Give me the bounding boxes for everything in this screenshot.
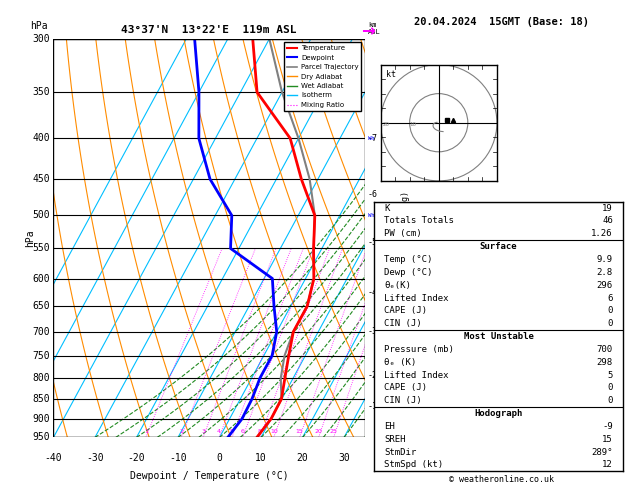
Text: 300: 300 (33, 34, 50, 44)
Text: 9.9: 9.9 (597, 255, 613, 264)
Text: -6: -6 (368, 190, 378, 199)
Text: 6: 6 (241, 430, 245, 434)
Text: 46: 46 (602, 216, 613, 226)
Text: -3: -3 (368, 327, 378, 336)
Text: 700: 700 (597, 345, 613, 354)
Text: StmSpd (kt): StmSpd (kt) (384, 461, 443, 469)
Text: 850: 850 (33, 394, 50, 404)
Text: Wh: Wh (368, 213, 374, 218)
Text: 2.8: 2.8 (597, 268, 613, 277)
Text: 350: 350 (33, 87, 50, 97)
Text: 800: 800 (33, 373, 50, 383)
Text: 3: 3 (201, 430, 205, 434)
Text: Temp (°C): Temp (°C) (384, 255, 433, 264)
Text: →: → (361, 22, 375, 41)
Text: 4: 4 (217, 430, 221, 434)
Text: 500: 500 (33, 210, 50, 221)
Text: 650: 650 (33, 301, 50, 311)
Text: Hodograph: Hodograph (474, 409, 523, 418)
Text: 25: 25 (330, 430, 338, 434)
Text: 6: 6 (608, 294, 613, 302)
Text: Lifted Index: Lifted Index (384, 371, 448, 380)
Text: CIN (J): CIN (J) (384, 319, 422, 328)
Text: Surface: Surface (480, 242, 517, 251)
Text: Dewpoint / Temperature (°C): Dewpoint / Temperature (°C) (130, 471, 289, 481)
Text: kt: kt (386, 70, 396, 79)
Text: 10: 10 (255, 453, 267, 463)
Text: -20: -20 (128, 453, 145, 463)
Text: K: K (384, 204, 389, 212)
Text: CAPE (J): CAPE (J) (384, 306, 427, 315)
Text: -1LCL: -1LCL (368, 402, 393, 412)
Text: -5: -5 (368, 238, 378, 246)
Text: 296: 296 (597, 281, 613, 290)
Text: 1.26: 1.26 (591, 229, 613, 238)
Text: 19: 19 (602, 204, 613, 212)
Text: 12: 12 (602, 461, 613, 469)
Text: 5: 5 (230, 430, 234, 434)
Text: CAPE (J): CAPE (J) (384, 383, 427, 392)
Text: 550: 550 (33, 243, 50, 253)
Text: Dewp (°C): Dewp (°C) (384, 268, 433, 277)
Text: 20: 20 (297, 453, 308, 463)
Text: PW (cm): PW (cm) (384, 229, 422, 238)
Text: 10: 10 (409, 122, 416, 127)
Text: km
ASL: km ASL (368, 22, 381, 35)
Text: Wh: Wh (368, 136, 374, 141)
Text: 0: 0 (216, 453, 223, 463)
Text: Mixing Ratio (g/kg): Mixing Ratio (g/kg) (401, 191, 410, 286)
Text: Lifted Index: Lifted Index (384, 294, 448, 302)
Title: 43°37'N  13°22'E  119m ASL: 43°37'N 13°22'E 119m ASL (121, 25, 297, 35)
Text: 400: 400 (33, 133, 50, 143)
Legend: Temperature, Dewpoint, Parcel Trajectory, Dry Adiabat, Wet Adiabat, Isotherm, Mi: Temperature, Dewpoint, Parcel Trajectory… (284, 42, 361, 111)
Text: -9: -9 (602, 422, 613, 431)
Text: 0: 0 (608, 383, 613, 392)
Text: 20: 20 (383, 122, 390, 127)
Text: 600: 600 (33, 274, 50, 283)
Text: 289°: 289° (591, 448, 613, 457)
Text: SREH: SREH (384, 435, 406, 444)
Text: 750: 750 (33, 351, 50, 361)
Text: θₑ(K): θₑ(K) (384, 281, 411, 290)
Text: 8: 8 (258, 430, 262, 434)
Text: hPa: hPa (25, 229, 35, 247)
Text: 0: 0 (608, 306, 613, 315)
Text: 298: 298 (597, 358, 613, 367)
Text: 450: 450 (33, 174, 50, 184)
Text: -7: -7 (368, 134, 378, 143)
Text: 2: 2 (179, 430, 183, 434)
Text: Most Unstable: Most Unstable (464, 332, 533, 341)
Text: 0: 0 (608, 319, 613, 328)
Text: Totals Totals: Totals Totals (384, 216, 454, 226)
Text: -30: -30 (86, 453, 104, 463)
Text: © weatheronline.co.uk: © weatheronline.co.uk (449, 474, 554, 484)
Text: Pressure (mb): Pressure (mb) (384, 345, 454, 354)
Text: 900: 900 (33, 414, 50, 424)
Text: -2: -2 (368, 371, 378, 381)
Text: 1: 1 (144, 430, 148, 434)
Text: -4: -4 (368, 288, 378, 297)
Text: -40: -40 (45, 453, 62, 463)
Text: 10: 10 (270, 430, 277, 434)
Text: 30: 30 (338, 453, 350, 463)
Text: 700: 700 (33, 327, 50, 337)
Text: 5: 5 (608, 371, 613, 380)
Text: 15: 15 (296, 430, 304, 434)
Text: hPa: hPa (30, 21, 48, 31)
Text: 0: 0 (608, 396, 613, 405)
Text: CIN (J): CIN (J) (384, 396, 422, 405)
Text: -10: -10 (169, 453, 187, 463)
Text: 20.04.2024  15GMT (Base: 18): 20.04.2024 15GMT (Base: 18) (414, 17, 589, 27)
Text: StmDir: StmDir (384, 448, 416, 457)
Text: 20: 20 (314, 430, 323, 434)
Text: 950: 950 (33, 433, 50, 442)
Text: θₑ (K): θₑ (K) (384, 358, 416, 367)
Text: 15: 15 (602, 435, 613, 444)
Text: EH: EH (384, 422, 395, 431)
